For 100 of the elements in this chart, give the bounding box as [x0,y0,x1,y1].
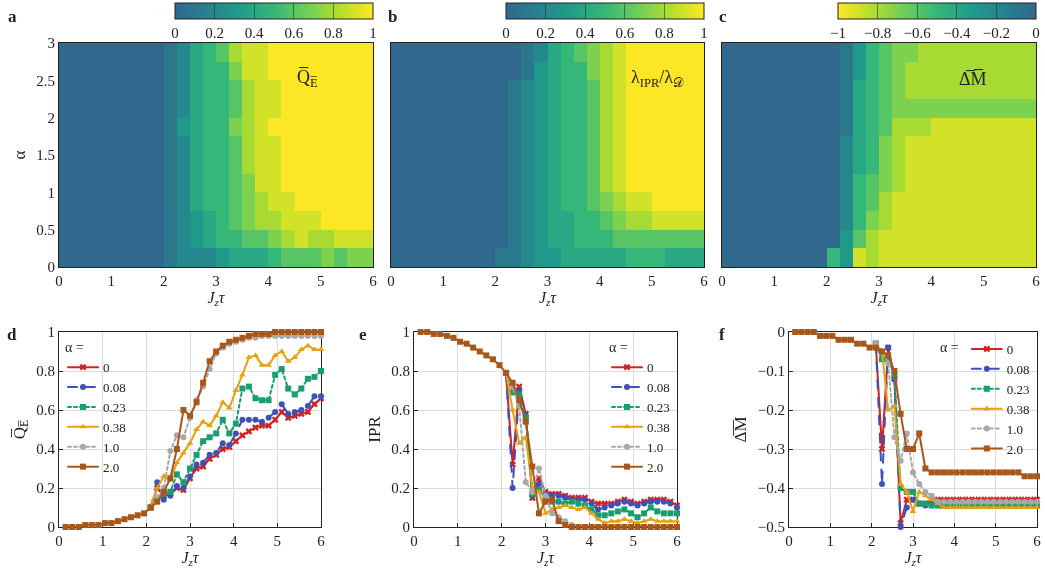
x-tick-label: 3 [186,533,194,549]
x-tick-label: 6 [1033,533,1042,549]
y-tick-label: 0 [777,324,785,341]
chart-title: f [719,325,725,344]
legend-label: 1.0 [103,439,120,455]
x-tick-label: 3 [909,533,917,549]
color-bar-label: 0.6 [284,25,304,41]
y-tick-label: 0.6 [391,402,411,419]
color-bar-label: −0.8 [863,25,892,41]
legend-label: 2.0 [647,459,664,475]
y-tick-label: 0.8 [36,363,55,380]
color-bar-label: 0 [171,25,179,41]
x-tick-label: 4 [950,533,959,549]
color-bar-label: −0.4 [943,25,971,41]
color-bar-label: 0.4 [575,25,596,41]
y-axis-title: α [9,150,29,160]
x-tick-label: 1 [439,273,447,289]
color-bar-label: 0.8 [324,25,343,41]
x-tick-label: 3 [541,533,550,549]
legend-title: α = [65,340,84,356]
y-tick-label: 0 [47,519,55,536]
x-tick-label: 1 [98,533,107,549]
legend-label: 2.0 [1006,441,1024,457]
y-tick-label: −0.5 [757,519,785,536]
x-tick-label: 6 [369,273,378,289]
annotation: Q̅$_{E̅}$ [297,67,318,90]
legend-label: 1.0 [647,439,664,455]
color-bar-label: 0.2 [205,25,224,41]
legend-label: 1.0 [1006,421,1024,437]
x-tick-label: 5 [629,533,637,549]
chart-title: b [388,7,398,26]
x-tick-label: 4 [595,273,604,289]
legend-label: 0.08 [647,380,670,396]
color-bar-label: 0 [1032,25,1040,41]
color-bar-label: 1 [369,25,377,41]
chart-title: e [359,325,367,344]
x-tick-label: 3 [212,273,220,289]
annotation: Δ̅M̅ [959,69,987,89]
x-tick-label: 5 [648,273,656,289]
x-tick-label: 5 [316,273,325,289]
y-tick-label: −0.4 [757,480,786,497]
x-tick-label: 5 [991,533,1000,549]
y-tick-label: −0.3 [757,441,785,458]
y-tick-label: 0.6 [36,402,56,419]
color-bar-label: −0.2 [982,25,1011,41]
x-tick-label: 1 [454,533,462,549]
color-bar-label: 1 [700,25,708,41]
y-tick-label: 2 [47,109,55,126]
x-axis-title: J$_{z}$τ [207,289,226,309]
y-tick-label: 2.5 [36,72,55,89]
y-tick-label: 1.5 [36,147,55,164]
legend-label: 0.23 [647,400,670,416]
x-tick-label: 6 [673,533,682,549]
y-tick-label: 1 [47,184,55,201]
x-tick-label: 1 [107,273,116,289]
legend-label: 0.38 [103,419,126,435]
legend-label: 0 [647,360,654,376]
x-tick-label: 0 [718,273,726,289]
x-tick-label: 4 [264,273,273,289]
x-tick-label: 4 [229,533,238,549]
x-tick-label: 2 [822,273,831,289]
chart-title: c [719,7,727,26]
y-tick-label: 0 [47,259,55,276]
y-tick-label: −0.1 [757,363,785,380]
x-tick-label: 6 [317,533,326,549]
y-tick-label: 1 [47,324,55,341]
x-axis-title: J$_{z}$τ [870,289,889,309]
legend-label: 0.08 [1006,361,1030,377]
x-axis-title: J$_{z}$τ [181,549,200,569]
y-tick-label: 0.4 [36,441,56,458]
y-tick-label: 0 [402,519,410,536]
legend-title: α = [609,340,628,356]
x-tick-label: 1 [826,533,835,549]
x-axis-title: J$_{z}$τ [904,549,923,569]
color-bar-label: 0.8 [655,25,674,41]
x-tick-label: 3 [875,273,883,289]
x-tick-label: 2 [491,273,500,289]
color-bar-label: 0 [502,25,510,41]
legend-label: 0.23 [103,400,126,416]
color-bar-label: −1 [830,25,846,41]
y-axis-title: IPR [364,415,384,443]
legend-label: 0.08 [103,380,126,396]
x-tick-label: 6 [1032,273,1041,289]
x-tick-label: 4 [927,273,936,289]
x-tick-label: 5 [979,273,988,289]
color-bar-label: 0.4 [244,25,265,41]
x-tick-label: 5 [273,533,282,549]
x-axis-title: J$_{z}$τ [538,289,558,309]
x-tick-label: 2 [867,533,876,549]
y-tick-label: 3 [47,35,55,52]
legend-label: 2.0 [103,459,120,475]
y-tick-label: 0.8 [391,363,410,380]
legend-label: 0.38 [647,419,670,435]
x-tick-label: 4 [585,533,594,549]
color-bar-label: 0.6 [615,25,635,41]
chart-title: a [8,7,17,26]
legend-label: 0.23 [1006,381,1030,397]
x-axis-title: J$_{z}$τ [536,549,556,569]
y-tick-label: −0.2 [757,402,785,419]
x-tick-label: 2 [142,533,151,549]
